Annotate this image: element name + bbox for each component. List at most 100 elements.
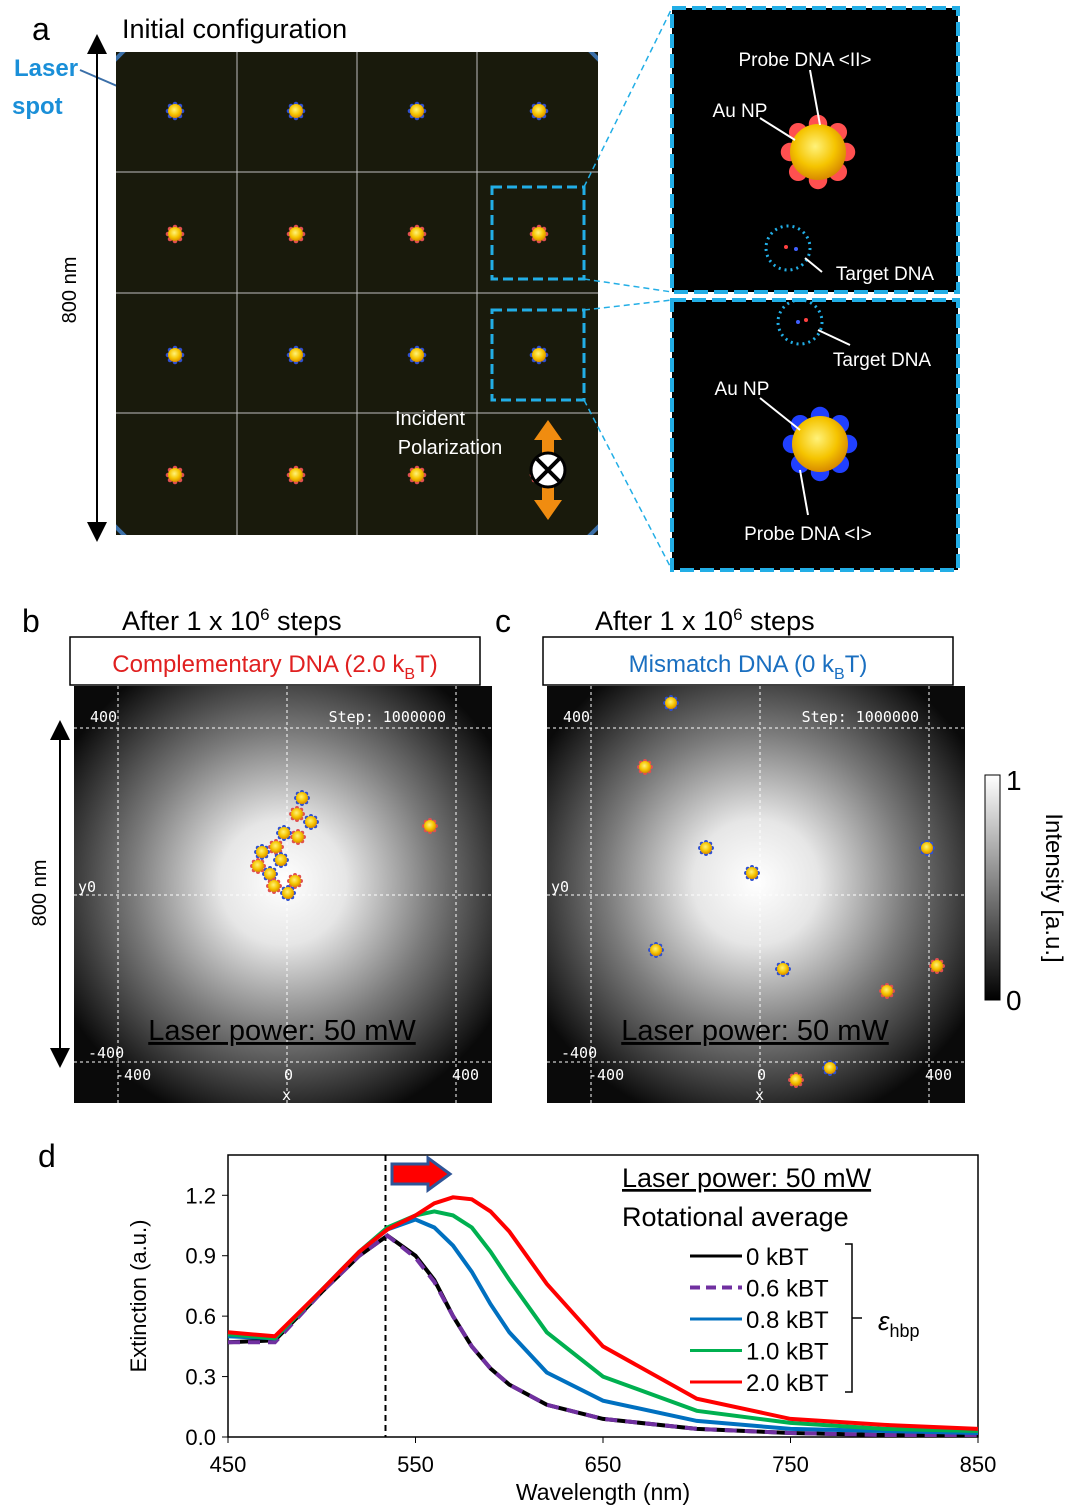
y-tick-label: 0.9 [185,1244,216,1269]
nanoparticle [168,468,182,482]
nanoparticle [777,963,789,975]
sim-label: Step: 1000000 [329,708,446,726]
x-tick-label: 650 [585,1452,622,1477]
panel-b: b After 1 x 106 steps Complementary DNA (2… [22,603,492,1104]
sim-label: 400 [925,1066,952,1084]
nanoparticle [289,104,303,118]
series-line [228,1220,978,1434]
sim-label: x [755,1086,764,1104]
nanoparticle [532,348,546,362]
nanoparticle [275,854,287,866]
colorbar [985,775,1000,1000]
nanoparticle [424,820,436,832]
inset-label: Probe DNA <I> [744,524,872,545]
nanoparticle [931,960,943,972]
nanoparticle [790,1074,802,1086]
nanoparticle [665,697,677,709]
legend-group: εhbp [878,1306,919,1341]
panel-title: After 1 x 106 steps [595,605,815,636]
nanoparticle [256,846,268,858]
nanoparticle [410,227,424,241]
nanoparticle [410,104,424,118]
sim-label: 400 [452,1066,479,1084]
sim-label: y0 [551,878,569,896]
title-part: After 1 x 10 [122,606,260,636]
sim-label: -400 [115,1066,151,1084]
nanoparticle [289,468,303,482]
inset-label: Target DNA [833,350,932,371]
panel-label: c [495,603,511,639]
shift-arrow [392,1158,450,1190]
box-part: T) [845,651,868,678]
polarization-label: Polarization [398,437,503,459]
dna [804,318,808,322]
panel-label: d [38,1138,56,1174]
box-part: Mismatch DNA (0 k [629,651,835,678]
panel-label: b [22,603,40,639]
title-sup: 6 [733,605,742,624]
y-tick-label: 0.3 [185,1365,216,1390]
nanoparticle [289,227,303,241]
nanoparticle [700,842,712,854]
sim-label: -400 [88,1044,124,1062]
plot-frame [228,1155,978,1437]
legend-label: 2.0 kBT [746,1370,829,1397]
dna [794,247,798,251]
legend-label: 0.6 kBT [746,1276,829,1303]
sim-label: 400 [563,708,590,726]
series-line [228,1211,978,1431]
x-tick-label: 550 [397,1452,434,1477]
scale-label: 800 nm [29,860,51,927]
colorbar-label: 0 [1006,985,1022,1016]
box-sub: B [834,666,845,683]
series-line [228,1236,978,1435]
panel-label: a [32,11,50,47]
sim-label: 0 [757,1066,766,1084]
laser-label: spot [12,93,63,120]
nanoparticle [650,944,662,956]
nanoparticle [410,468,424,482]
sim-label: 0 [284,1066,293,1084]
title-part: steps [743,606,815,636]
power-label: Laser power: 50 mW [148,1015,416,1047]
sim-label: -400 [588,1066,624,1084]
colorbar-title: Intensity [a.u.] [1040,813,1067,962]
x-axis-title: Wavelength (nm) [516,1479,690,1505]
annotation: Laser power: 50 mW [622,1163,872,1193]
inset-label: Probe DNA <II> [738,50,871,71]
inset-label: Au NP [715,379,770,400]
nanoparticle [289,348,303,362]
panel-title: After 1 x 106 steps [122,605,342,636]
nanoparticle [168,227,182,241]
series-line [228,1197,978,1429]
nanoparticle [921,842,933,854]
panel-c: c After 1 x 106 steps Mismatch DNA (0 kBT)… [495,603,965,1104]
nanoparticle [639,761,651,773]
legend-group-sub: hbp [889,1321,919,1341]
colorbar-label: 1 [1006,765,1022,796]
title-part: After 1 x 10 [595,606,733,636]
box-part: Complementary DNA (2.0 k [112,651,405,678]
y-axis-title: Extinction (a.u.) [126,1220,151,1373]
nanoparticle [296,792,308,804]
nanoparticle [746,867,758,879]
box-part: T) [415,651,438,678]
x-tick-label: 750 [772,1452,809,1477]
nanoparticle [532,227,546,241]
legend-group-symbol: ε [878,1306,890,1336]
sim-label: -400 [561,1044,597,1062]
title-sup: 6 [260,605,269,624]
nanoparticle [291,808,303,820]
x-tick-label: 450 [210,1452,247,1477]
nanoparticle [282,887,294,899]
panel-title: Initial configuration [122,14,347,44]
series-line [228,1236,978,1435]
laser-label: Laser [14,55,78,82]
power-label: Laser power: 50 mW [621,1015,889,1047]
nanoparticle [268,880,280,892]
nanoparticle [792,416,848,472]
sim-label: 400 [90,708,117,726]
inset-label: Au NP [713,101,768,122]
nanoparticle [252,860,264,872]
legend-label: 0 kBT [746,1244,809,1271]
